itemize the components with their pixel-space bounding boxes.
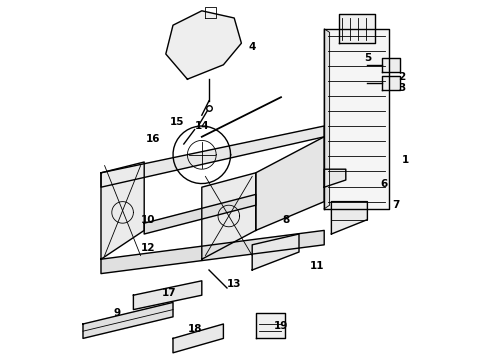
Text: 15: 15 xyxy=(170,117,184,127)
Polygon shape xyxy=(256,313,285,338)
Polygon shape xyxy=(382,58,400,72)
Text: 11: 11 xyxy=(310,261,324,271)
Text: 13: 13 xyxy=(227,279,242,289)
Polygon shape xyxy=(252,234,299,270)
Text: 3: 3 xyxy=(398,83,405,93)
Polygon shape xyxy=(324,29,330,209)
Polygon shape xyxy=(101,126,324,187)
Text: 6: 6 xyxy=(380,179,387,189)
Text: 9: 9 xyxy=(114,308,121,318)
Text: 14: 14 xyxy=(195,121,209,131)
Text: 2: 2 xyxy=(398,72,405,82)
Polygon shape xyxy=(382,76,400,90)
Text: 10: 10 xyxy=(141,215,155,225)
Polygon shape xyxy=(256,137,324,230)
Text: 7: 7 xyxy=(392,200,400,210)
Polygon shape xyxy=(202,173,256,259)
Polygon shape xyxy=(101,230,324,274)
Polygon shape xyxy=(324,29,389,209)
Text: 19: 19 xyxy=(274,321,288,331)
Polygon shape xyxy=(331,202,368,234)
Text: 16: 16 xyxy=(146,134,160,144)
Text: 8: 8 xyxy=(283,215,290,225)
Polygon shape xyxy=(101,162,144,259)
Polygon shape xyxy=(339,14,374,43)
Polygon shape xyxy=(324,169,346,187)
Polygon shape xyxy=(144,194,256,234)
Text: 1: 1 xyxy=(402,155,409,165)
Polygon shape xyxy=(173,324,223,353)
Text: 18: 18 xyxy=(187,324,202,334)
Text: 4: 4 xyxy=(248,42,256,52)
Text: 17: 17 xyxy=(162,288,177,298)
Text: 12: 12 xyxy=(141,243,155,253)
Polygon shape xyxy=(166,11,242,79)
Polygon shape xyxy=(83,302,173,338)
Text: 5: 5 xyxy=(364,53,371,63)
Polygon shape xyxy=(133,281,202,310)
